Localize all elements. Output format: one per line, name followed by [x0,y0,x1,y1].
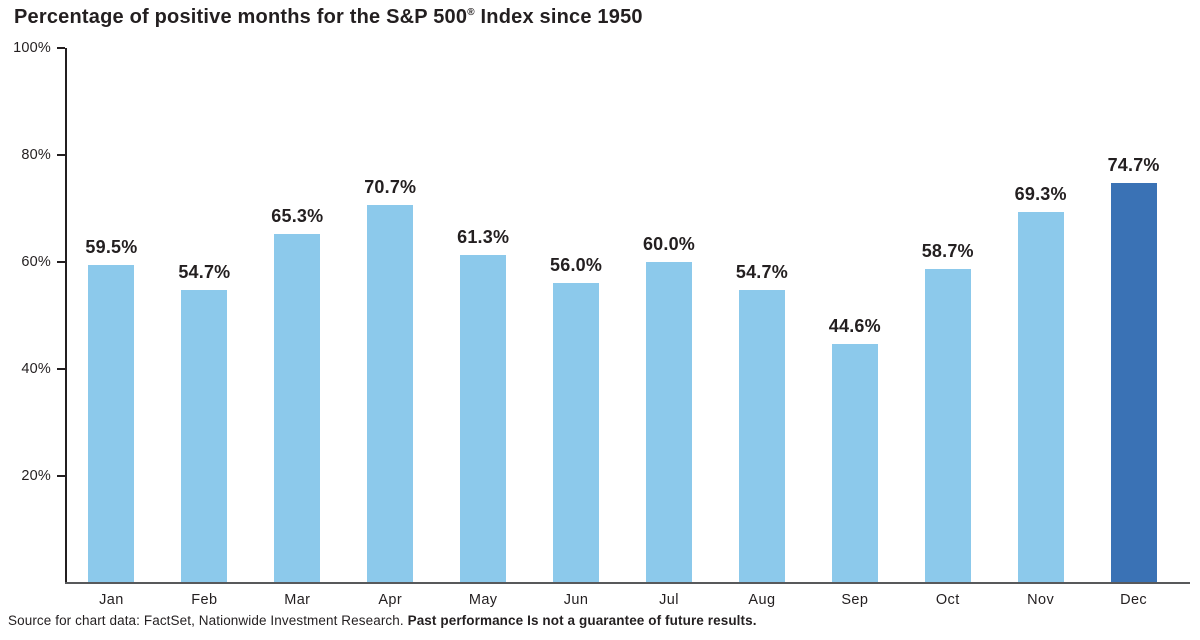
bar-value-label-mar: 65.3% [271,205,324,226]
bar-may [460,255,507,583]
y-tick-mark [57,154,65,156]
y-tick-label: 40% [21,361,51,377]
bar-slot-jul: 60.0% Jul [623,48,716,608]
bar-value-label-nov: 69.3% [1014,184,1067,205]
bars-container: 59.5% Jan 54.7% Feb 65.3% Mar 70.7% Apr 61.3% May… [65,48,1180,608]
bar-slot-feb: 54.7% Feb [158,48,251,608]
y-tick-mark [57,475,65,477]
bar-nov [1017,212,1064,583]
x-axis-label-feb: Feb [191,592,218,608]
x-axis-label-may: May [468,592,498,608]
bar-aug [738,290,785,583]
registered-trademark-mark: ® [467,7,475,18]
bar-value-label-dec: 74.7% [1107,155,1160,176]
x-axis-line [65,582,1190,584]
bar-slot-oct: 58.7% Oct [901,48,994,608]
y-tick-mark [57,47,65,49]
x-axis-label-apr: Apr [378,592,403,608]
y-tick-mark [57,368,65,370]
bar-sep [831,344,878,583]
y-tick-label: 100% [13,40,51,56]
bar-slot-nov: 69.3% Nov [994,48,1087,608]
x-axis-label-sep: Sep [841,592,869,608]
bar-slot-sep: 44.6% Sep [808,48,901,608]
x-axis-label-mar: Mar [284,592,311,608]
y-tick-label: 20% [21,468,51,484]
bar-value-label-aug: 54.7% [735,262,788,283]
bar-slot-apr: 70.7% Apr [344,48,437,608]
y-tick-label: 60% [21,254,51,270]
bar-mar [274,233,321,583]
y-tick-20: 20% [0,468,65,484]
y-tick-40: 40% [0,361,65,377]
bar-apr [367,204,414,583]
x-axis-label-jul: Jul [659,592,679,608]
chart-title-rest: Index since 1950 [474,6,643,28]
bar-slot-may: 61.3% May [437,48,530,608]
bar-value-label-may: 61.3% [457,227,510,247]
chart-title-main: Percentage of positive months for the S&… [14,6,468,28]
bar-dec [1110,183,1157,583]
bar-value-label-jan: 59.5% [85,236,138,257]
x-axis-label-oct: Oct [935,592,960,608]
plot-area: 100% 80% 60% 40% 20% 59.5% Jan 54.7% Feb 65.3% Ma… [13,40,1190,608]
x-axis-label-nov: Nov [1027,592,1055,608]
bar-jan [88,264,135,583]
bar-jul [645,262,692,583]
bar-value-label-jul: 60.0% [642,234,696,254]
bar-slot-jun: 56.0% Jun [530,48,623,608]
x-axis-label-jun: Jun [563,592,589,608]
source-note-regular: Source for chart data: FactSet, Nationwi… [8,613,408,628]
bar-value-label-jun: 56.0% [550,255,603,276]
x-axis-label-aug: Aug [748,592,776,608]
source-note-disclaimer: Past performance Is not a guarantee of f… [407,613,757,628]
bar-slot-dec: 74.7% Dec [1087,48,1180,608]
y-tick-label: 80% [21,147,51,163]
bar-slot-aug: 54.7% Aug [715,48,808,608]
y-tick-mark [57,261,65,263]
bar-value-label-feb: 54.7% [178,262,231,283]
y-tick-80: 80% [0,147,65,163]
y-tick-60: 60% [0,254,65,270]
bar-slot-jan: 59.5% Jan [65,48,158,608]
source-note: Source for chart data: FactSet, Nationwi… [8,613,757,628]
y-axis-line [65,48,67,583]
bar-value-label-apr: 70.7% [364,176,417,197]
bar-jun [553,283,600,583]
y-tick-100: 100% [0,40,65,56]
x-axis-label-dec: Dec [1120,592,1148,608]
x-axis-label-jan: Jan [99,592,124,608]
bar-feb [181,290,228,583]
bar-value-label-sep: 44.6% [828,316,881,337]
bar-slot-mar: 65.3% Mar [251,48,344,608]
bar-oct [924,269,971,583]
bar-value-label-oct: 58.7% [921,241,974,261]
chart-title: Percentage of positive months for the S&… [14,6,643,29]
